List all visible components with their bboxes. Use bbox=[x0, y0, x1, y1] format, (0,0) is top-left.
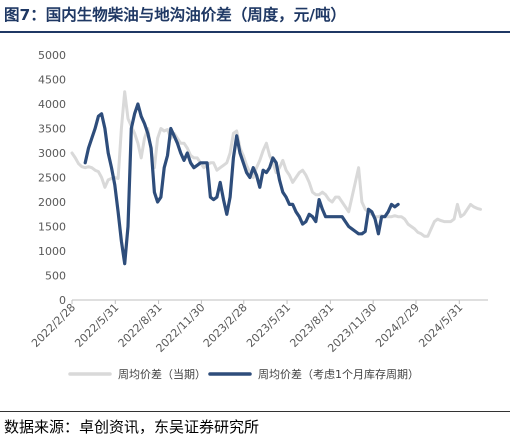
legend: 周均价差（当期） 周均价差（考虑1个月库存周期） bbox=[68, 367, 419, 381]
series-line-2 bbox=[83, 102, 400, 266]
series-line-1 bbox=[70, 90, 482, 238]
x-tick-label: 2022/5/31 bbox=[72, 301, 121, 350]
y-tick-label: 4500 bbox=[38, 74, 66, 87]
footer-rule bbox=[0, 411, 510, 412]
y-tick-label: 2500 bbox=[38, 172, 66, 185]
chart-title: 图7：国内生物柴油与地沟油价差（周度，元/吨） bbox=[4, 6, 346, 24]
y-tick-label: 3500 bbox=[38, 123, 66, 136]
y-tick-label: 1500 bbox=[38, 221, 66, 234]
line-chart: 0 500 1000 1500 2000 2500 3000 3500 4000 4500 5000… bbox=[29, 49, 488, 381]
x-tick-label: 2024/5/31 bbox=[416, 301, 465, 350]
legend-label-1: 周均价差（当期） bbox=[118, 367, 206, 381]
y-axis: 0 500 1000 1500 2000 2500 3000 3500 4000 4500 5000 bbox=[38, 49, 66, 307]
legend-label-2: 周均价差（考虑1个月库存周期） bbox=[258, 367, 419, 381]
x-tick-label: 2024/2/29 bbox=[373, 301, 422, 350]
x-tick-label: 2023/5/31 bbox=[244, 301, 293, 350]
x-tick-label: 2023/2/28 bbox=[201, 301, 250, 350]
x-tick-label: 2022/2/28 bbox=[29, 301, 78, 350]
x-axis: 2022/2/282022/5/312022/8/312022/11/30202… bbox=[29, 299, 488, 355]
y-tick-label: 2000 bbox=[38, 196, 66, 209]
y-tick-label: 1000 bbox=[38, 245, 66, 258]
y-tick-label: 0 bbox=[59, 294, 66, 307]
series-layer bbox=[70, 90, 482, 266]
source-note: 数据来源：卓创资讯，东吴证券研究所 bbox=[4, 418, 260, 436]
y-tick-label: 3000 bbox=[38, 147, 66, 160]
y-tick-label: 500 bbox=[45, 270, 66, 283]
title-underline bbox=[0, 31, 510, 33]
y-tick-label: 5000 bbox=[38, 49, 66, 62]
y-tick-label: 4000 bbox=[38, 98, 66, 111]
